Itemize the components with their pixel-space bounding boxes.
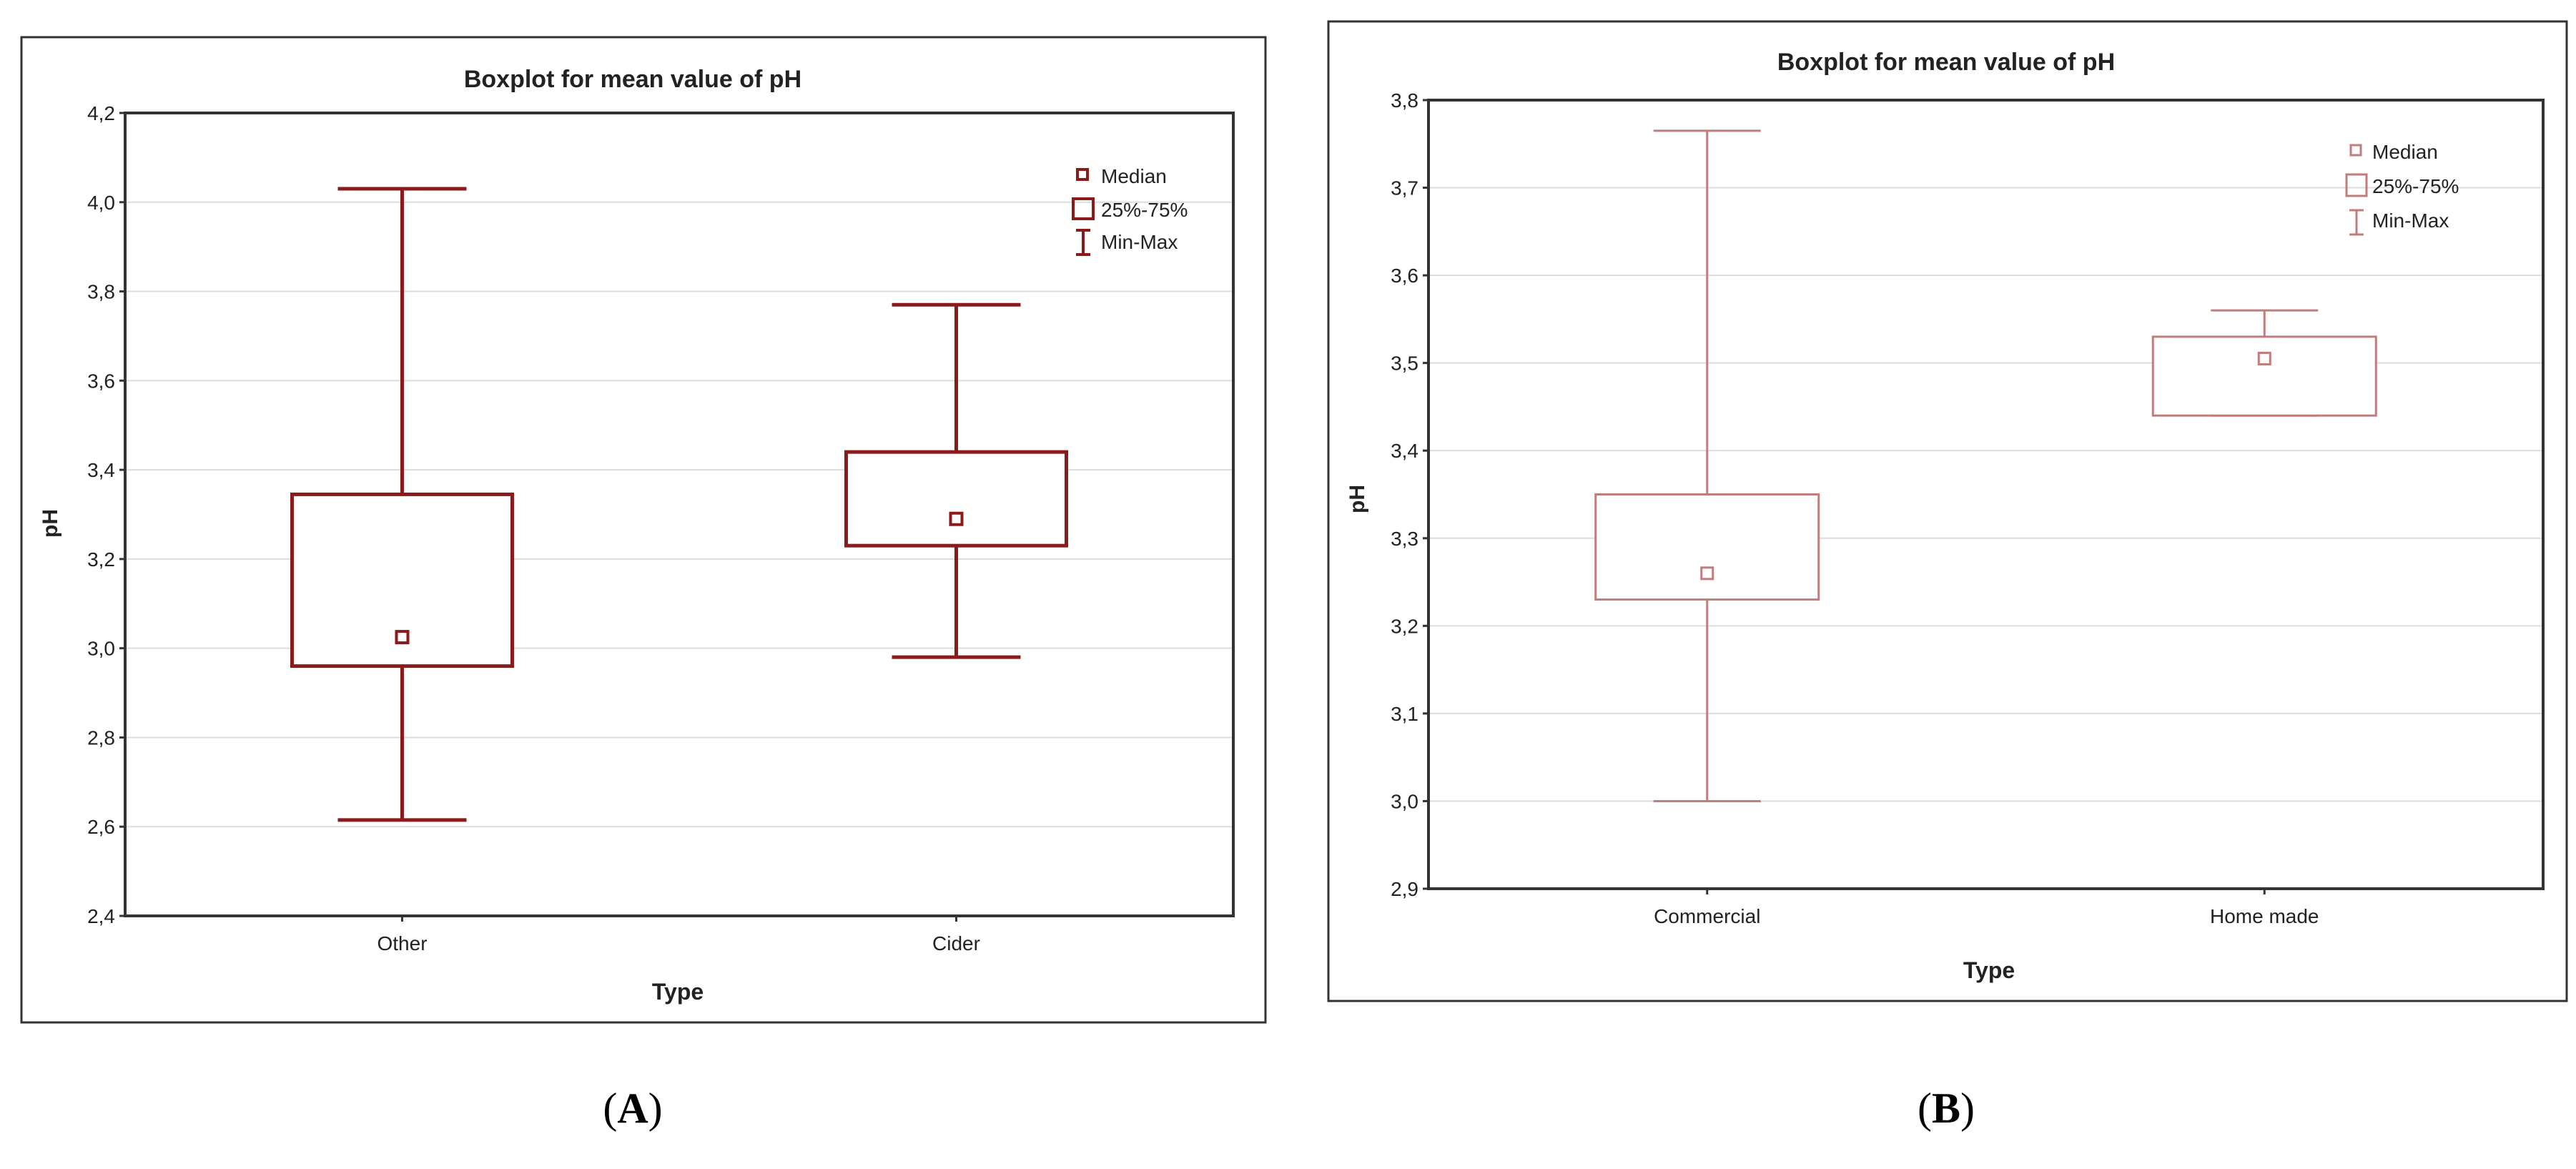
panel-b-legend-median-icon xyxy=(2349,144,2362,157)
panel-a-legend-box-icon xyxy=(1072,197,1095,220)
panel-a-ytick-label: 3,4 xyxy=(87,459,115,481)
panel-a-ytick-label: 2,4 xyxy=(87,905,115,927)
panel-b-label-close: ) xyxy=(1960,1085,1975,1132)
panel-b-frame xyxy=(1327,20,2568,1002)
panel-a-ytick-label: 2,8 xyxy=(87,726,115,749)
panel-b-ylabel: pH xyxy=(1346,485,1369,513)
panel-b-xtick-label: Commercial xyxy=(1654,905,1760,927)
svg-text:(B): (B) xyxy=(1918,1085,1975,1132)
panel-a-ytick-label: 4,0 xyxy=(87,192,115,214)
panel-b-xlabel: Type xyxy=(1963,957,2015,983)
panel-b-label-open: ( xyxy=(1918,1085,1932,1132)
panel-a-ytick-label: 3,6 xyxy=(87,370,115,392)
panel-b-ytick-label: 3,4 xyxy=(1391,440,1418,462)
panel-b-legend: Median 25%-75% Min-Max xyxy=(2345,141,2459,236)
panel-a-legend-minmax: Min-Max xyxy=(1101,231,1178,253)
panel-a-label-letter: A xyxy=(617,1085,648,1132)
panel-a-frame xyxy=(20,36,1267,1024)
panel-a-label: (A) xyxy=(603,1085,662,1132)
panel-b-plot: 2,9 3,0 3,1 3,2 3,3 3,4 3,5 3,6 3,7 3,8 Commercial… xyxy=(1391,89,2545,927)
panel-b-title: Boxplot for mean value of pH xyxy=(1777,49,2115,76)
panel-a-xlabel: Type xyxy=(652,979,704,1005)
panel-b-label: (B) xyxy=(1918,1085,1975,1132)
panel-b-legend-whisker-icon xyxy=(2349,209,2364,236)
panel-a-legend-iqr: 25%-75% xyxy=(1101,199,1188,221)
panel-a-median-marker xyxy=(395,630,410,645)
panel-b-legend-iqr: 25%-75% xyxy=(2372,175,2459,197)
svg-text:(A): (A) xyxy=(603,1085,662,1132)
panel-b-ytick-label: 3,0 xyxy=(1391,790,1418,812)
panel-b-ytick-label: 2,9 xyxy=(1391,878,1418,900)
panel-b-ytick-label: 3,6 xyxy=(1391,265,1418,287)
panel-b-xtick-label: Home made xyxy=(2210,905,2319,927)
panel-a-title: Boxplot for mean value of pH xyxy=(464,66,801,93)
panel-b-plot-area xyxy=(1427,99,2545,890)
panel-a-xtick-label: Other xyxy=(377,932,427,955)
panel-b-box xyxy=(2151,335,2377,417)
panel-a-ytick-label: 4,2 xyxy=(87,102,115,124)
panel-b-median-marker xyxy=(1700,566,1714,581)
panel-b-ytick-label: 3,1 xyxy=(1391,703,1418,725)
panel-a-label-open: ( xyxy=(603,1085,617,1132)
panel-a-legend-whisker-icon xyxy=(1076,229,1090,256)
panel-b-ytick-label: 3,7 xyxy=(1391,177,1418,199)
panel-a-ytick-label: 2,6 xyxy=(87,816,115,838)
panel-b-legend-median: Median xyxy=(2372,141,2438,163)
panel-a-ylabel: pH xyxy=(39,509,62,538)
panel-a-ytick-label: 3,2 xyxy=(87,548,115,571)
panel-b-box xyxy=(1594,493,1820,601)
panel-a: Boxplot for mean value of pH 2,4 2,6 2,8 3,… xyxy=(20,36,1267,1024)
panel-a-label-close: ) xyxy=(648,1085,663,1132)
panel-b-median-marker xyxy=(2257,352,2271,366)
panel-b-ytick-label: 3,5 xyxy=(1391,352,1418,375)
panel-b: Boxplot for mean value of pH 2,9 3,0 3,1 3,… xyxy=(1327,20,2568,1002)
panel-b-label-letter: B xyxy=(1932,1085,1960,1132)
panel-a-legend-median: Median xyxy=(1101,165,1167,187)
panel-a-plot: 2,4 2,6 2,8 3,0 3,2 3,4 3,6 3,8 4,0 4,2 Other Cider xyxy=(87,102,1235,955)
panel-a-ytick-label: 3,0 xyxy=(87,638,115,660)
panel-b-ytick-label: 3,3 xyxy=(1391,528,1418,550)
panel-b-ytick-label: 3,8 xyxy=(1391,89,1418,112)
panel-b-legend-minmax: Min-Max xyxy=(2372,209,2449,232)
panel-a-plot-area xyxy=(124,112,1235,917)
panel-b-ytick-label: 3,2 xyxy=(1391,615,1418,637)
panel-a-legend: Median 25%-75% Min-Max xyxy=(1072,165,1188,256)
panel-a-legend-median-icon xyxy=(1076,168,1089,181)
panel-a-median-marker xyxy=(949,511,964,526)
panel-a-xtick-label: Cider xyxy=(932,932,980,955)
panel-a-box xyxy=(844,450,1068,548)
panel-a-ytick-label: 3,8 xyxy=(87,281,115,303)
panel-b-legend-box-icon xyxy=(2345,173,2368,197)
